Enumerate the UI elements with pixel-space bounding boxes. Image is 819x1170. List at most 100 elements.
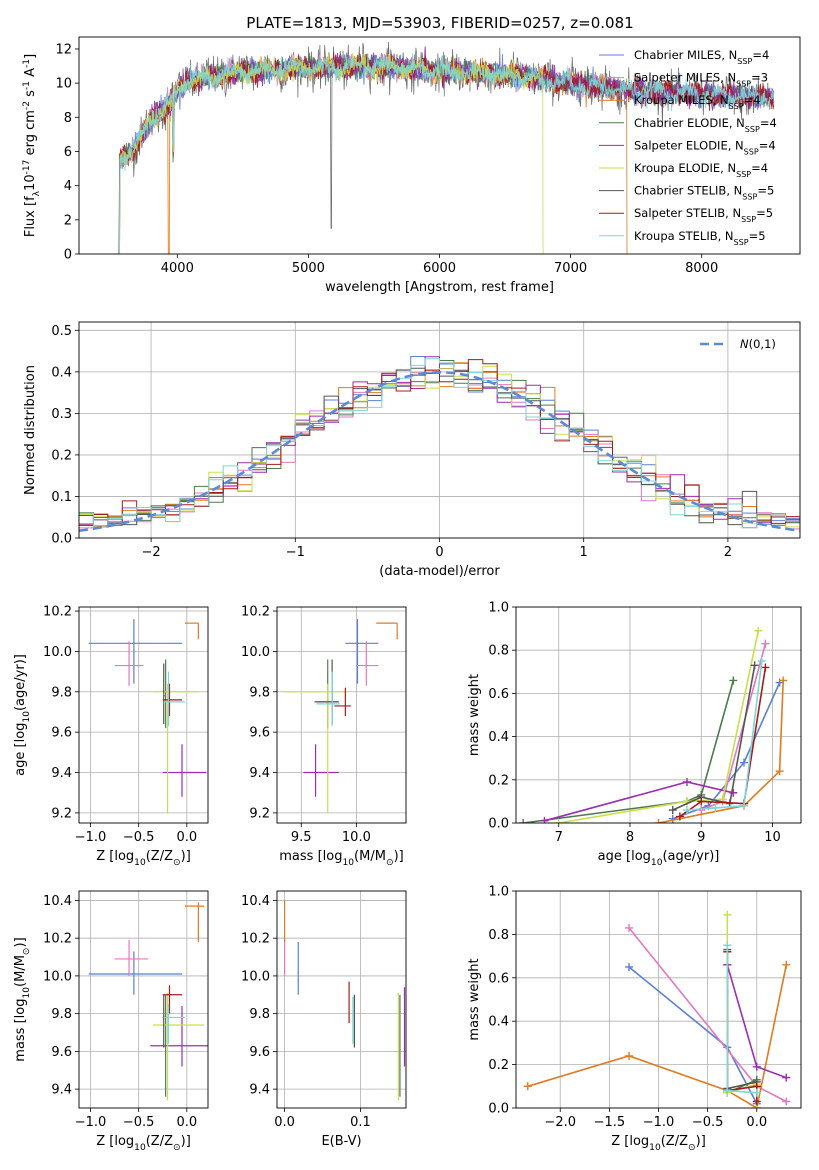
x-tick-label: 8000 [685, 261, 718, 276]
y-tick-label: 0.6 [488, 687, 509, 702]
x-tick-label: 2 [724, 545, 732, 560]
y-tick-label: 9.2 [249, 806, 270, 821]
y-tick-label: 0.2 [51, 448, 72, 463]
weight-point-8 [683, 806, 691, 815]
weight-point-8 [757, 657, 766, 665]
y-tick-label: 2 [64, 213, 72, 228]
weight-point-8 [723, 941, 732, 950]
weight-point-5 [754, 626, 763, 635]
x-axis-label: Z [log10(Z/Z⊙)] [96, 1134, 191, 1153]
y-tick-label: 9.4 [51, 1083, 72, 1098]
x-tick-label: 0.1 [350, 1115, 371, 1130]
y-tick-label: 0.8 [488, 644, 509, 659]
age_vs_Z-plot-area [79, 607, 208, 823]
x-axis-label: wavelength [Angstrom, rest frame] [325, 280, 554, 295]
x-axis-label: Z [log10(Z/Z⊙)] [611, 1134, 706, 1153]
y-tick-label: 9.6 [249, 726, 270, 741]
y-tick-label: 1.0 [488, 601, 509, 616]
weight-point-7 [761, 663, 770, 672]
y-tick-label: 0.6 [488, 971, 509, 986]
y-tick-label: 9.4 [51, 766, 72, 781]
weight_vs_Z-plot-area [516, 891, 801, 1108]
y-tick-label: 10.2 [241, 932, 270, 947]
x-tick-label: −1.0 [75, 830, 107, 845]
weight-point-5 [554, 819, 563, 823]
weight-point-2 [782, 960, 791, 969]
weight-point-0 [625, 962, 634, 971]
residuals-plot-area [79, 322, 800, 538]
y-axis-label: Normed distribution [23, 365, 38, 495]
weight-point-8 [711, 803, 720, 812]
weight-point-1 [625, 923, 634, 932]
y-tick-label: 0.8 [488, 928, 509, 943]
x-tick-label: −1.0 [75, 1115, 107, 1130]
y-tick-label: 10.2 [43, 605, 72, 620]
y-tick-label: 9.4 [249, 1083, 270, 1098]
panel-residuals: −2 −1 0 1 2 0.0 0.1 0.2 0.3 0.4 0.5 (data-model)/er… [23, 321, 801, 579]
legend-entry-1: Salpeter MILES, NSSP=3 [634, 71, 768, 89]
x-axis-label: mass [log10(M/M⊙)] [279, 849, 403, 868]
x-tick-label: 0.0 [176, 1115, 197, 1130]
y-axis-label: age [log10(age/yr)] [13, 654, 32, 776]
y-axis-label: mass [log10(M/M⊙)] [13, 937, 32, 1061]
x-tick-label: 6000 [423, 261, 456, 276]
weight-line-5 [726, 914, 758, 1108]
y-tick-label: 10.0 [241, 969, 270, 984]
weight-line-3 [726, 964, 758, 1095]
panel-weight_vs_Z: −2.0 −1.5 −1.0 −0.5 0.0 0.0 0.2 0.4 0.6 0.8 1.0 Z [… [467, 885, 802, 1153]
y-tick-label: 10.2 [241, 605, 270, 620]
weight-point-7 [752, 1097, 761, 1106]
weight-point-6 [750, 661, 759, 670]
y-tick-label: 9.8 [249, 1007, 270, 1022]
y-tick-label: 10.2 [43, 932, 72, 947]
mass_vs_ebv-plot-area [277, 891, 406, 1108]
weight-point-4 [540, 816, 549, 823]
x-tick-label: 8 [626, 830, 634, 845]
y-tick-label: 9.8 [51, 1007, 72, 1022]
x-tick-label: −0.5 [123, 1115, 155, 1130]
mass_vs_Z-plot-area [79, 891, 208, 1108]
age_vs_mass-frame [276, 606, 407, 824]
y-axis-label: mass weight [467, 958, 482, 1040]
y-tick-label: 10.0 [43, 969, 72, 984]
x-tick-label: 1 [580, 545, 588, 560]
y-tick-label: 10.0 [43, 645, 72, 660]
spectrum-plot-area [114, 41, 775, 254]
y-tick-label: 4 [64, 179, 72, 194]
x-axis-label: Z [log10(Z/Z⊙)] [96, 849, 191, 868]
mass_vs_ebv-frame [276, 890, 407, 1109]
weight-point-1 [782, 1097, 791, 1106]
spectrum-frame [78, 36, 801, 255]
weight-point-2 [779, 676, 788, 685]
x-tick-label: 10.0 [342, 830, 371, 845]
weight_vs_age-frame [515, 606, 802, 824]
mass_vs_Z-frame [78, 890, 209, 1109]
weight-point-7 [675, 812, 684, 821]
y-tick-label: 0 [64, 248, 72, 263]
x-tick-label: −1.0 [643, 1115, 675, 1130]
histogram-8 [79, 358, 800, 538]
weight-point-0 [668, 814, 677, 823]
y-tick-label: 9.6 [51, 1045, 72, 1060]
x-tick-label: −0.5 [692, 1115, 724, 1130]
x-tick-label: 9 [697, 830, 705, 845]
x-tick-label: 0.0 [746, 1115, 767, 1130]
y-tick-label: 9.8 [51, 685, 72, 700]
y-tick-label: 0.0 [51, 532, 72, 547]
legend-entry-6: Chabrier STELIB, NSSP=5 [634, 184, 774, 202]
figure-title: PLATE=1813, MJD=53903, FIBERID=0257, z=0… [246, 14, 633, 32]
weight-point-6 [668, 806, 677, 815]
weight-line-2 [658, 680, 784, 823]
panel-spectrum: 4000 5000 6000 7000 8000 0 2 4 6 8 10 12 wavelength … [22, 36, 801, 295]
legend-entry-3: Chabrier ELODIE, NSSP=4 [634, 116, 777, 134]
x-tick-label: 0 [435, 545, 443, 560]
y-tick-label: 6 [64, 145, 72, 160]
x-tick-label: −2.0 [544, 1115, 576, 1130]
x-tick-label: −1.5 [594, 1115, 626, 1130]
x-tick-label: −0.5 [123, 830, 155, 845]
y-tick-label: 0.4 [488, 730, 509, 745]
y-tick-label: 12 [55, 42, 72, 57]
panel-mass_vs_ebv: 0.0 0.1 9.4 9.6 9.8 10.0 10.2 10.4 E(B-V) [241, 890, 407, 1149]
legend-entry-8: Kroupa STELIB, NSSP=5 [634, 229, 766, 247]
